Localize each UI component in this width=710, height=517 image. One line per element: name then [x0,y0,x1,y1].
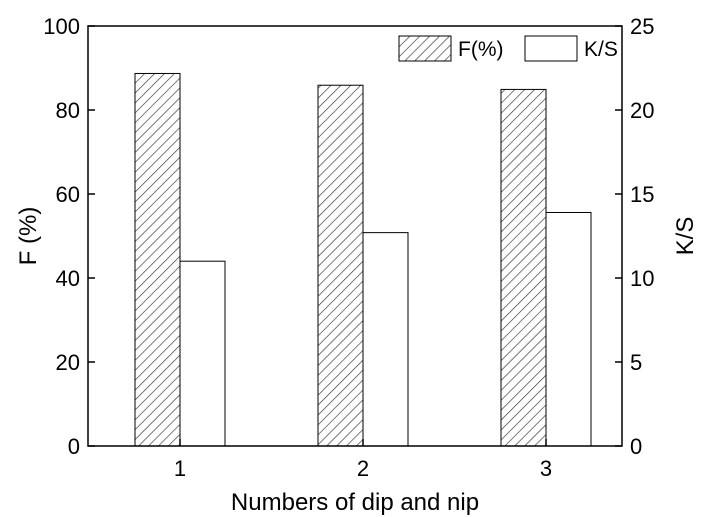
right-y-tick-label: 5 [630,350,642,375]
legend-swatch-f [398,35,452,62]
x-axis-title: Numbers of dip and nip [231,489,479,516]
bar-f-2 [317,84,364,447]
bar-f-3 [500,88,547,447]
right-y-tick-label: 20 [630,98,654,123]
left-y-tick-label: 100 [43,14,80,39]
right-y-tick-label: 0 [630,434,642,459]
plot-frame [87,25,623,447]
x-tick-label: 3 [540,456,552,481]
right-y-axis-title: K/S [672,217,699,256]
left-y-axis-title: F (%) [15,207,42,266]
right-y-tick-label: 10 [630,266,654,291]
left-y-tick-label: 60 [56,182,80,207]
legend-label-f: F(%) [458,38,504,61]
x-tick-label: 1 [174,456,186,481]
bar-f-1 [134,72,181,447]
ticks-layer: 0 20 40 60 80 100 0 5 10 15 20 25 1 2 3 [43,14,654,481]
left-y-tick-label: 80 [56,98,80,123]
left-y-tick-label: 0 [68,434,80,459]
bar-ks-1 [179,260,226,447]
bars-layer [134,72,592,447]
left-y-tick-label: 20 [56,350,80,375]
bar-ks-2 [362,232,409,447]
legend-label-ks: K/S [584,38,618,61]
right-y-tick-label: 25 [630,14,654,39]
legend-swatch-ks [524,35,578,62]
x-tick-label: 2 [357,456,369,481]
right-y-tick-label: 15 [630,182,654,207]
bar-ks-3 [545,211,592,447]
legend: F(%) K/S [398,35,618,62]
left-y-tick-label: 40 [56,266,80,291]
